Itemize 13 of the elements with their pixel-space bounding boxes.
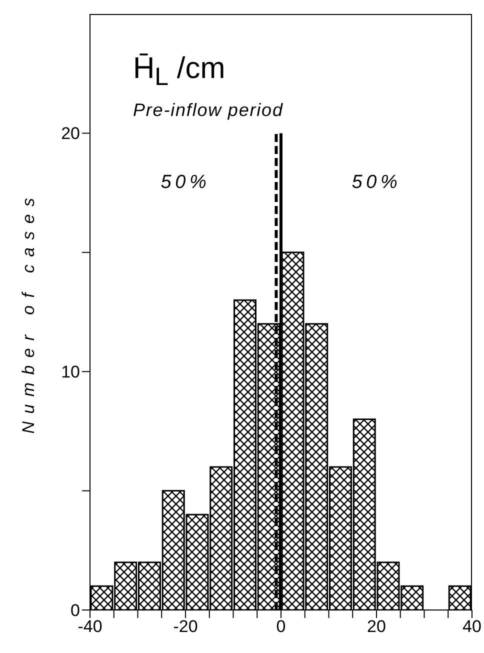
text: H̄$_{L}$ /cm [133, 52, 226, 92]
x-tick-label: 0 [276, 617, 286, 636]
text: Pre-inflow period [133, 100, 284, 121]
x-tick-label: -20 [173, 617, 198, 636]
annotation: 50% [160, 172, 212, 194]
x-tick-label: 20 [367, 617, 386, 636]
x-tick-label: -40 [78, 617, 102, 636]
y-axis-title: Number of cases [19, 190, 38, 434]
annotation: 50% [350, 172, 402, 194]
x-tick-label: 40 [462, 617, 482, 636]
y-tick-label: 20 [61, 124, 80, 144]
y-tick-label: 0 [70, 601, 80, 620]
y-tick-label: 10 [61, 362, 80, 382]
